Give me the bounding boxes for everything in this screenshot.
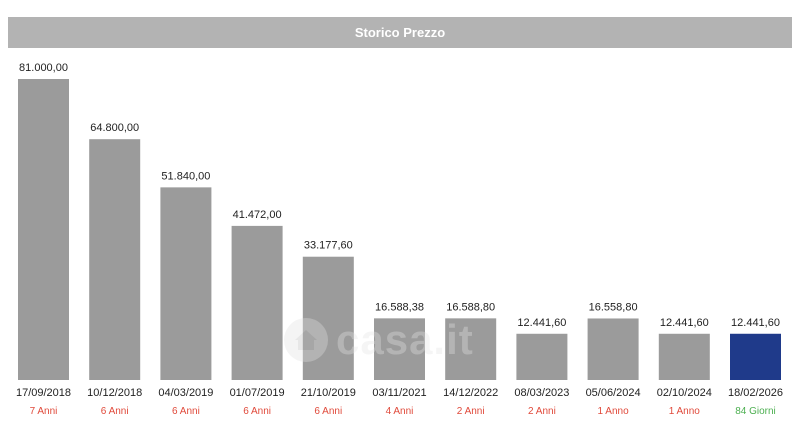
value-label: 12.441,60 — [517, 317, 566, 329]
duration-label: 84 Giorni — [735, 406, 776, 417]
bar-10/12/2018[interactable] — [89, 139, 141, 380]
date-label: 03/11/2021 — [372, 387, 426, 399]
date-label: 10/12/2018 — [87, 387, 142, 399]
value-label: 81.000,00 — [19, 62, 68, 74]
bar-02/10/2024[interactable] — [658, 333, 710, 380]
date-label: 05/06/2024 — [586, 387, 641, 399]
price-history-chart: 81.000,00 17/09/2018 7 Anni 64.800,00 10/12/… — [16, 62, 783, 417]
value-label: 16.588,80 — [446, 301, 495, 313]
value-label: 64.800,00 — [90, 122, 139, 134]
date-label: 02/10/2024 — [657, 387, 712, 399]
date-label: 04/03/2019 — [158, 387, 213, 399]
value-label: 12.441,60 — [660, 317, 709, 329]
bar-04/03/2019[interactable] — [160, 187, 212, 380]
date-label: 18/02/2026 — [728, 387, 783, 399]
date-label: 17/09/2018 — [16, 387, 71, 399]
date-label: 08/03/2023 — [514, 387, 569, 399]
duration-label: 7 Anni — [30, 406, 58, 417]
bar-05/06/2024[interactable] — [587, 318, 639, 380]
duration-label: 6 Anni — [243, 406, 271, 417]
duration-label: 6 Anni — [314, 406, 342, 417]
bar-14/12/2022[interactable] — [445, 318, 497, 380]
bar-03/11/2021[interactable] — [374, 318, 425, 380]
value-label: 33.177,60 — [304, 240, 353, 252]
value-label: 12.441,60 — [731, 317, 780, 329]
date-label: 21/10/2019 — [301, 387, 356, 399]
bar-18/02/2026[interactable] — [730, 333, 781, 380]
duration-label: 2 Anni — [457, 406, 485, 417]
bar-01/07/2019[interactable] — [231, 225, 283, 380]
duration-label: 6 Anni — [101, 406, 129, 417]
bar-21/10/2019[interactable] — [302, 256, 354, 380]
date-label: 14/12/2022 — [443, 387, 498, 399]
duration-label: 2 Anni — [528, 406, 556, 417]
chart-title: Storico Prezzo — [354, 25, 446, 40]
value-label: 51.840,00 — [161, 170, 210, 182]
duration-label: 4 Anni — [386, 406, 414, 417]
duration-label: 1 Anno — [669, 406, 701, 417]
bar-17/09/2018[interactable] — [18, 79, 69, 380]
duration-label: 6 Anni — [172, 406, 200, 417]
bar-08/03/2023[interactable] — [516, 333, 568, 380]
value-label: 41.472,00 — [233, 209, 282, 221]
date-label: 01/07/2019 — [230, 387, 285, 399]
duration-label: 1 Anno — [598, 406, 630, 417]
value-label: 16.558,80 — [589, 301, 638, 313]
chart-header: Storico Prezzo — [8, 17, 792, 48]
value-label: 16.588,38 — [375, 301, 424, 313]
